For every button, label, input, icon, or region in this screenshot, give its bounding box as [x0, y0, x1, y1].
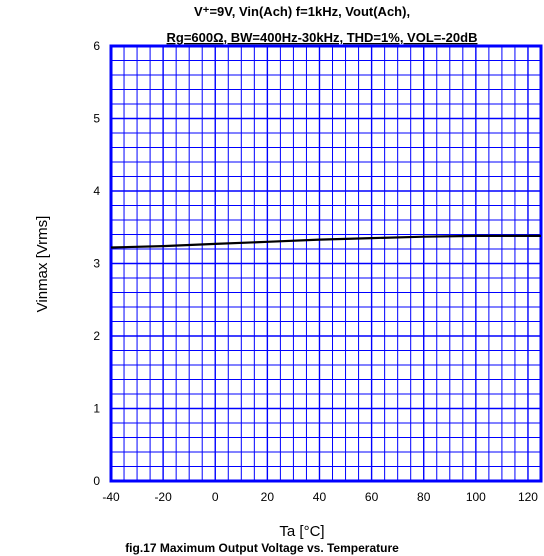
x-axis-label: Ta [°C]: [279, 523, 324, 540]
y-tick-label: 0: [93, 474, 100, 488]
y-tick-labels: 0 1 2 3 4 5 6: [93, 39, 100, 488]
x-tick-label: 60: [365, 490, 379, 504]
y-tick-label: 6: [93, 39, 100, 53]
plot-frame: [109, 44, 543, 483]
y-axis-label: Vinmax [Vrms]: [34, 216, 51, 313]
x-tick-label: -40: [102, 490, 120, 504]
x-tick-label: 100: [466, 490, 486, 504]
x-tick-label: 120: [518, 490, 538, 504]
x-tick-labels: -40 -20 0 20 40 60 80 100 120: [102, 490, 538, 504]
x-tick-label: 0: [212, 490, 219, 504]
y-tick-label: 5: [93, 112, 100, 126]
x-tick-label: 80: [417, 490, 431, 504]
series-group: [110, 234, 541, 249]
chart-title-line-2: Rg=600Ω, BW=400Hz-30kHz, THD=1%, VOL=-20…: [167, 30, 478, 45]
y-tick-label: 1: [93, 402, 100, 416]
x-tick-label: 40: [313, 490, 327, 504]
chart-title-line-1: V⁺=9V, Vin(Ach) f=1kHz, Vout(Ach),: [194, 4, 410, 19]
y-tick-label: 3: [93, 257, 100, 271]
series-line: [110, 234, 541, 249]
x-tick-label: -20: [154, 490, 172, 504]
plot-grid: [111, 46, 541, 481]
y-tick-label: 4: [93, 184, 100, 198]
x-tick-label: 20: [261, 490, 275, 504]
figure-caption: fig.17 Maximum Output Voltage vs. Temper…: [125, 541, 399, 555]
y-tick-label: 2: [93, 329, 100, 343]
